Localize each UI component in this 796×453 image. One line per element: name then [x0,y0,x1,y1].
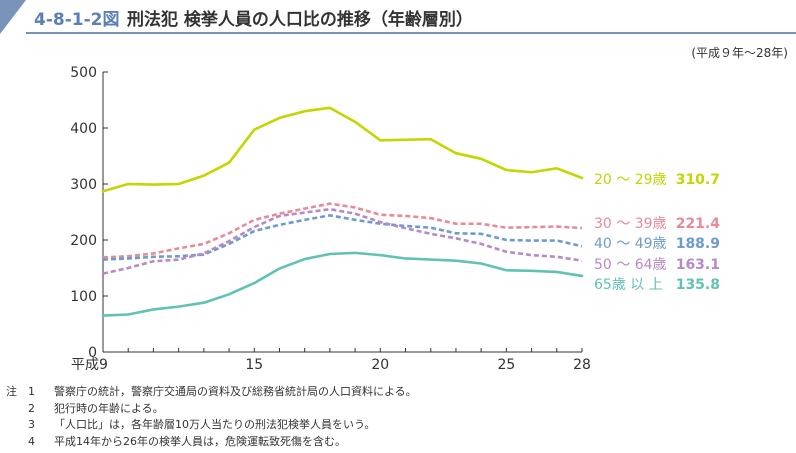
series-end-value-5: 135.8 [676,277,720,293]
series-end-value-4: 163.1 [676,257,720,273]
series-end-value-3: 188.9 [676,236,720,252]
series-label-3: 40 ～ 49歳 [594,236,667,252]
y-tick-label: 0 [88,345,97,361]
header-accent [0,0,26,34]
line-chart: 0 100 200 300 400 500 平成9 15 20 25 28 20 ～ 29歳 310.7… [70,65,721,373]
series-line-3 [102,214,583,261]
series-label-5: 65歳 以 上 [594,277,663,293]
series-line-5 [101,251,584,317]
y-tick-label: 500 [70,65,97,81]
header-rule [26,32,796,34]
x-tick-label: 15 [245,357,263,373]
x-tick-label: 25 [497,357,515,373]
figure-header: 4-8-1-2図 刑法犯 検挙人員の人口比の推移（年齢層別） [0,0,796,34]
note-4: 4 平成14年から26年の検挙人員は，危険運転致死傷を含む。 [28,434,346,448]
y-tick-label: 400 [70,121,97,137]
series-end-value-2: 221.4 [676,216,721,232]
x-tick-label: 28 [573,357,591,373]
series-line-1 [101,106,584,193]
y-tick-label: 100 [70,289,97,305]
note-2: 2 犯行時の年齢による。 [28,401,164,415]
x-tick-label: 20 [371,357,389,373]
y-tick-label: 300 [70,177,97,193]
period-label: (平成９年～28年) [691,46,788,60]
figure-title: 刑法犯 検挙人員の人口比の推移（年齢層別） [127,10,473,30]
series-label-4: 50 ～ 64歳 [594,257,667,273]
note-1: 注 1 警察庁の統計，警察庁交通局の資料及び総務省統計局の人口資料による。 [6,385,417,398]
notes: 注 1 警察庁の統計，警察庁交通局の資料及び総務省統計局の人口資料による。 2 … [6,384,417,450]
y-tick-label: 200 [70,233,97,249]
series-end-value-1: 310.7 [676,172,720,188]
x-tick-label: 平成9 [71,357,108,373]
note-3: 3 「人口比」は，各年齢層10万人当たりの刑法犯検挙人員をいう。 [28,418,376,431]
figure-number: 4-8-1-2図 [34,10,120,30]
series-line-4 [102,207,583,275]
series-label-1: 20 ～ 29歳 [594,172,667,188]
series-label-2: 30 ～ 39歳 [594,216,667,232]
series-line-2 [102,202,583,259]
